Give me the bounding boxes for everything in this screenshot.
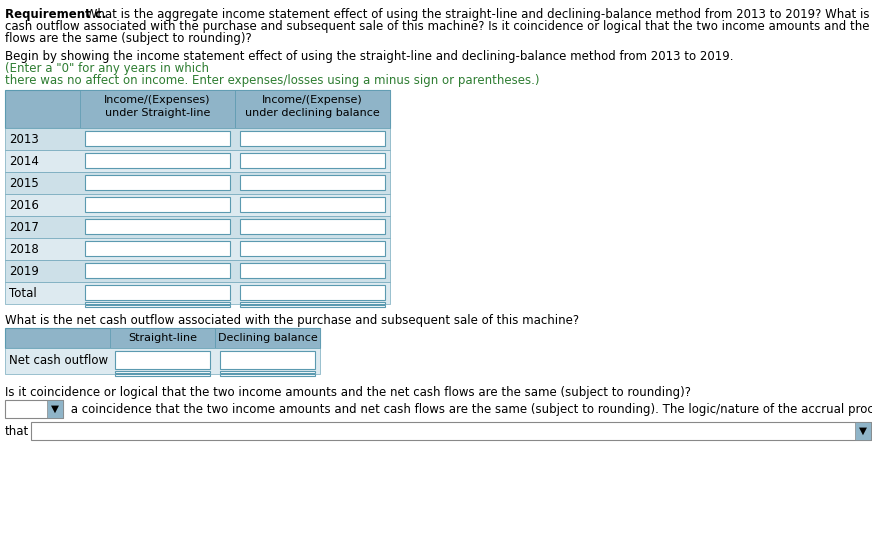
Bar xyxy=(240,305,385,307)
Bar xyxy=(115,373,210,376)
Text: Declining balance: Declining balance xyxy=(218,333,317,343)
Bar xyxy=(5,150,390,172)
Text: What is the net cash outflow associated with the purchase and subsequent sale of: What is the net cash outflow associated … xyxy=(5,314,579,327)
Text: cash outflow associated with the purchase and subsequent sale of this machine? I: cash outflow associated with the purchas… xyxy=(5,20,872,33)
Bar xyxy=(240,219,385,234)
Text: 2013: 2013 xyxy=(9,133,38,146)
Text: What is the aggregate income statement effect of using the straight-line and dec: What is the aggregate income statement e… xyxy=(82,8,872,21)
Bar xyxy=(85,285,230,300)
Bar xyxy=(240,175,385,190)
Bar xyxy=(240,131,385,146)
Bar xyxy=(5,260,390,282)
Bar xyxy=(31,422,871,440)
Text: 2017: 2017 xyxy=(9,221,39,234)
Text: ▼: ▼ xyxy=(859,426,867,436)
Text: a coincidence that the two income amounts and net cash flows are the same (subje: a coincidence that the two income amount… xyxy=(67,403,872,416)
Text: Net cash outflow: Net cash outflow xyxy=(9,354,108,367)
Bar xyxy=(110,328,215,348)
Bar xyxy=(855,422,871,440)
Text: flows are the same (subject to rounding)?: flows are the same (subject to rounding)… xyxy=(5,32,252,45)
Bar xyxy=(5,194,390,216)
Bar xyxy=(5,172,390,194)
Bar xyxy=(240,197,385,212)
Bar xyxy=(85,197,230,212)
Bar xyxy=(47,400,63,418)
Bar xyxy=(85,219,230,234)
Bar xyxy=(5,128,390,150)
Text: Begin by showing the income statement effect of using the straight-line and decl: Begin by showing the income statement ef… xyxy=(5,50,733,63)
Bar xyxy=(85,175,230,190)
Bar xyxy=(85,305,230,307)
Bar xyxy=(5,282,390,304)
Text: 2018: 2018 xyxy=(9,243,38,256)
Text: (Enter a "0" for any years in which: (Enter a "0" for any years in which xyxy=(5,62,209,75)
Text: Straight-line: Straight-line xyxy=(128,333,197,343)
Bar xyxy=(5,238,390,260)
Bar xyxy=(5,348,320,374)
Bar xyxy=(220,351,315,369)
Text: ▼: ▼ xyxy=(51,404,59,414)
Text: 2016: 2016 xyxy=(9,199,39,212)
Text: Requirement c.: Requirement c. xyxy=(5,8,106,21)
Text: Income/(Expense): Income/(Expense) xyxy=(262,95,363,105)
Text: 2015: 2015 xyxy=(9,177,38,190)
Bar xyxy=(115,371,210,372)
Text: Total: Total xyxy=(9,287,37,300)
Bar xyxy=(115,351,210,369)
Bar xyxy=(85,301,230,303)
Bar xyxy=(85,263,230,278)
Text: that: that xyxy=(5,425,30,438)
Bar xyxy=(235,90,390,128)
Bar xyxy=(5,216,390,238)
Bar xyxy=(240,285,385,300)
Text: under Straight-line: under Straight-line xyxy=(105,108,210,118)
Bar xyxy=(85,153,230,168)
Bar xyxy=(80,90,235,128)
Bar xyxy=(240,263,385,278)
Bar xyxy=(85,241,230,256)
Text: 2014: 2014 xyxy=(9,155,39,168)
Text: 2019: 2019 xyxy=(9,265,39,278)
Bar xyxy=(215,328,320,348)
Text: Is it coincidence or logical that the two income amounts and the net cash flows : Is it coincidence or logical that the tw… xyxy=(5,386,691,399)
Text: Income/(Expenses): Income/(Expenses) xyxy=(105,95,211,105)
Bar xyxy=(240,301,385,303)
Bar xyxy=(220,371,315,372)
Bar xyxy=(5,90,390,128)
Bar xyxy=(5,328,320,348)
Text: under declining balance: under declining balance xyxy=(245,108,380,118)
Bar xyxy=(85,131,230,146)
Bar xyxy=(220,373,315,376)
Bar xyxy=(5,400,63,418)
Text: there was no affect on income. Enter expenses/losses using a minus sign or paren: there was no affect on income. Enter exp… xyxy=(5,74,540,87)
Bar xyxy=(240,153,385,168)
Bar xyxy=(240,241,385,256)
